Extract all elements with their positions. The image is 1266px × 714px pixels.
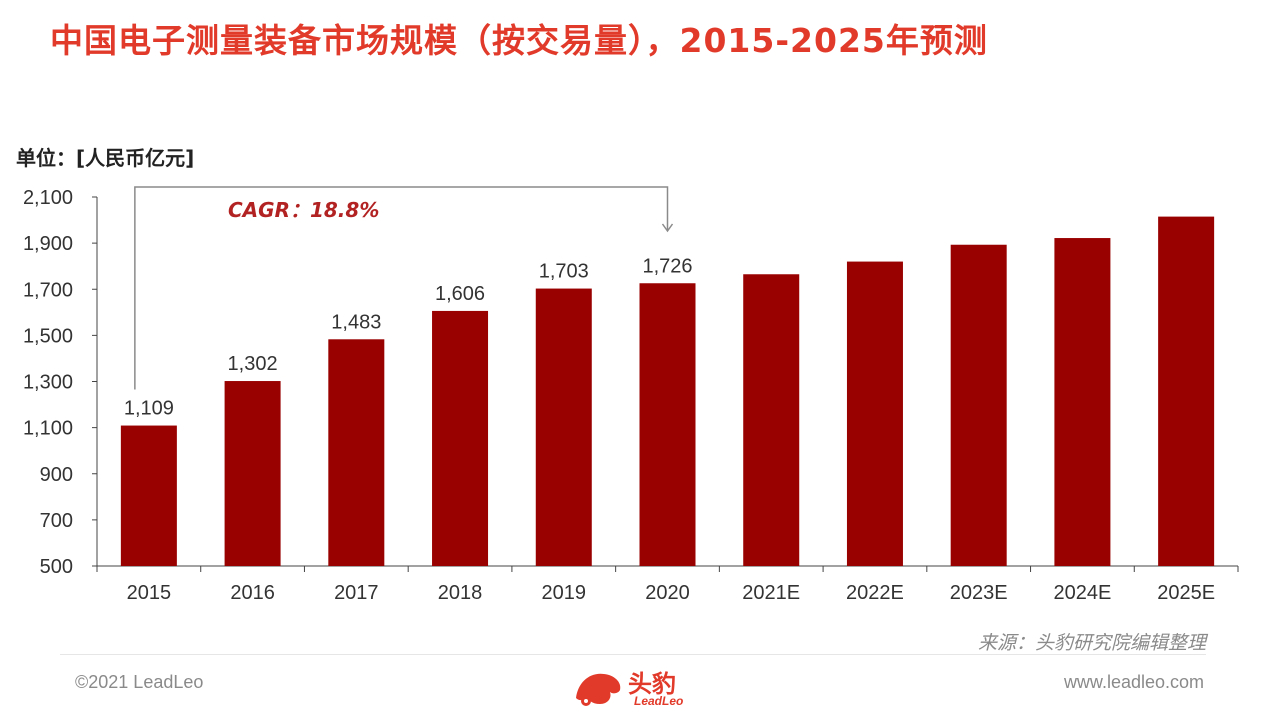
leadleo-logo: 头豹 LeadLeo [572,664,702,710]
x-tick-label: 2016 [230,582,275,604]
x-tick-label: 2017 [334,582,379,604]
data-label-2018: 1,606 [435,283,485,305]
x-tick-label: 2024E [1053,582,1111,604]
x-tick-label: 2021E [742,582,800,604]
bar-2025E [1158,216,1215,566]
y-tick-label: 1,900 [23,233,73,255]
source-note: 来源：头豹研究院编辑整理 [977,632,1206,654]
cagr-label: CAGR：18.8% [228,198,379,222]
bar-2022E [846,261,903,566]
y-tick-label: 1,500 [23,325,73,347]
x-tick-label: 2019 [542,582,587,604]
x-tick-label: 2018 [438,582,483,604]
y-tick-label: 500 [40,556,73,578]
footer-divider [60,654,1206,655]
cagr-bracket [134,186,669,390]
x-tick-label: 2015 [127,582,172,604]
data-label-2020: 1,726 [642,255,692,277]
x-tick-label: 2022E [846,582,904,604]
logo-text-en: LeadLeo [634,694,684,708]
y-tick-label: 900 [40,464,73,486]
y-tick-label: 1,300 [23,372,73,394]
bar-2023E [950,244,1007,566]
chart-title: 中国电子测量装备市场规模（按交易量），2015-2025年预测 [50,21,988,60]
x-tick-label: 2020 [645,582,690,604]
x-tick-label: 2025E [1157,582,1215,604]
y-tick-label: 700 [40,510,73,532]
bar-2024E [1054,238,1111,566]
bar-chart: 500 700 900 1,100 1,300 1,500 1,700 1,900 2,100 2… [23,186,1239,604]
cagr-arrowhead [661,223,674,233]
bar-2016 [224,381,281,566]
unit-label: 单位：[人民币亿元] [16,146,195,170]
bar-2020 [639,283,696,566]
copyright-text: ©2021 LeadLeo [75,672,204,692]
x-tick-label: 2023E [950,582,1008,604]
data-label-2019: 1,703 [539,261,589,283]
logo-text-cn: 头豹 [628,670,676,698]
website-link[interactable]: www.leadleo.com [1063,672,1204,692]
bar-2021E [743,274,800,566]
bar-2018 [432,310,489,566]
data-label-2015: 1,109 [124,398,174,420]
bar-2017 [328,339,385,566]
y-tick-label: 1,700 [23,279,73,301]
bar-2019 [535,288,592,566]
y-tick-label: 1,100 [23,418,73,440]
y-tick-label: 2,100 [23,187,73,209]
data-label-2016: 1,302 [228,353,278,375]
bar-2015 [120,425,177,566]
data-label-2017: 1,483 [331,311,381,333]
leopard-logo-icon [576,673,621,706]
